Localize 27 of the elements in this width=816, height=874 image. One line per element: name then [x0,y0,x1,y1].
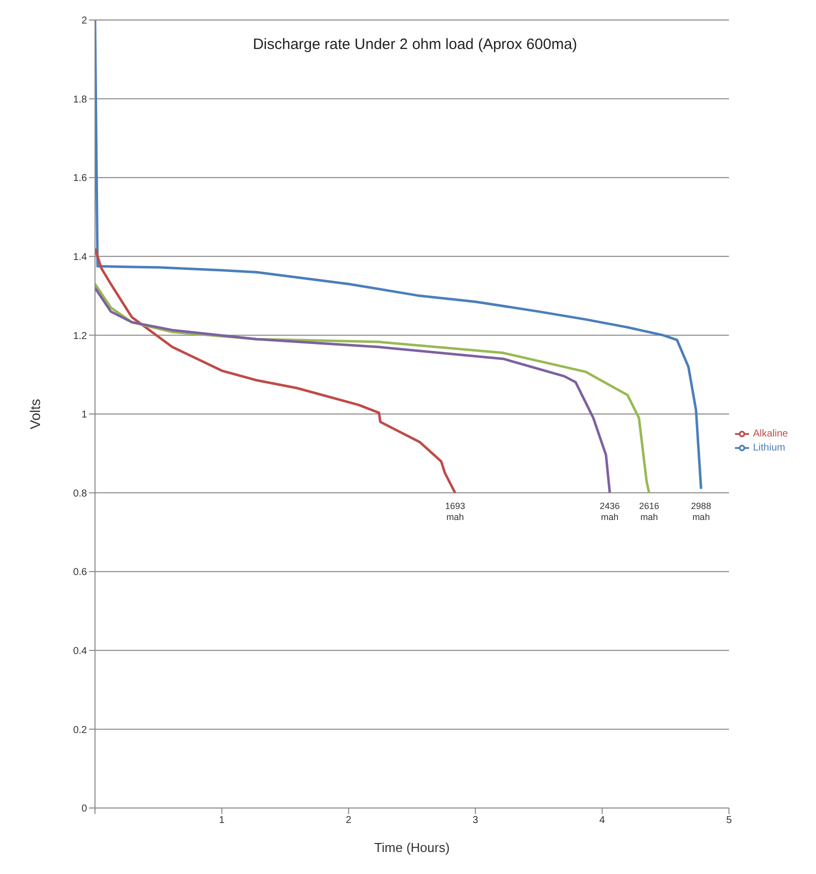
legend-label: Lithium [752,442,786,454]
line-series [95,20,702,490]
x-tick-label: 2 [346,815,352,826]
y-tick-label: 0 [81,804,88,815]
y-tick-label: 0.4 [73,646,88,657]
y-axis-title: Volts [26,398,43,430]
y-tick-label: 1.2 [73,330,88,342]
x-axis-title: Time (Hours) [374,840,450,855]
annotation: 2436 mah [600,500,620,522]
x-tick-label: 1 [219,815,226,826]
text: Discharge rate Under 2 ohm load (Aprox 600ma) [252,36,578,53]
annotation: 1693 mah [445,500,466,522]
y-tick-label: 2 [81,16,88,27]
line-series [95,247,456,494]
annotation: 2988 mah [691,500,712,522]
y-tick-label: 1 [81,410,88,421]
x-tick-label: 3 [472,815,479,826]
y-tick-label: 0.2 [73,724,88,736]
annotation: 2616 mah [639,500,660,522]
x-tick-label: 4 [599,815,606,826]
y-tick-label: 1.8 [73,94,88,106]
y-tick-label: 0.8 [73,488,88,500]
legend-label: Alkaline [752,428,788,440]
x-tick-label: 5 [726,815,732,826]
y-tick-label: 0.6 [73,567,88,578]
y-tick-label: 1.6 [73,173,88,184]
y-tick-label: 1.4 [73,252,88,263]
